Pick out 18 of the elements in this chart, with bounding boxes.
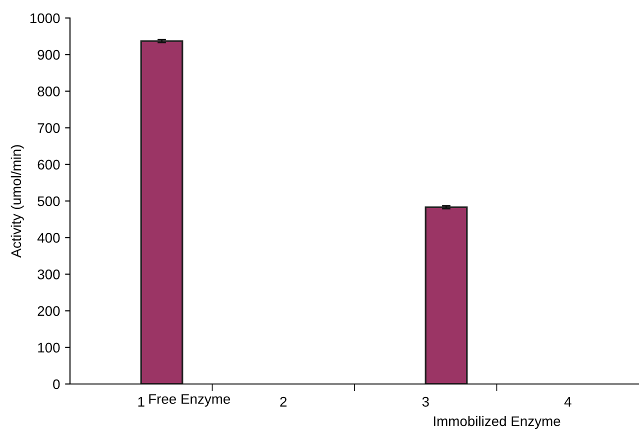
y-tick-label: 800: [38, 86, 60, 96]
y-tick-label: 900: [38, 50, 60, 60]
x-tick-label: 2: [280, 396, 287, 407]
y-tick-label: 700: [38, 123, 60, 133]
y-tick-label: 400: [37, 232, 60, 243]
x-tick-label: 4: [564, 397, 572, 407]
y-tick-label: 300: [38, 270, 60, 280]
y-tick-label: 200: [38, 306, 60, 316]
y-tick-label: 600: [38, 160, 60, 170]
x-tick-label: 3: [422, 396, 429, 407]
y-tick-label: 500: [38, 196, 60, 206]
y-tick-label: 1000: [30, 13, 60, 24]
text: Free Enzyme: [149, 394, 230, 407]
y-axis-title: Activity (umol/min): [10, 145, 24, 258]
y-tick-label: 0: [53, 379, 60, 390]
x-tick-label: 1: [138, 397, 144, 407]
text: Immobilized Enzyme: [434, 416, 560, 429]
y-tick-label: 100: [38, 342, 60, 353]
